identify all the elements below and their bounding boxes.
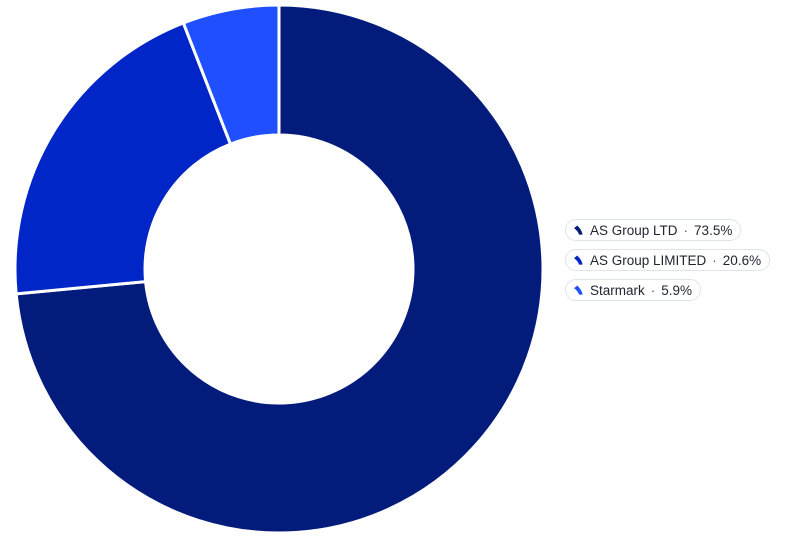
legend-separator: · [650, 282, 656, 298]
legend-label: AS Group LIMITED [590, 252, 707, 268]
pie-slice-as-group-ltd[interactable] [14, 3, 545, 535]
legend-label: Starmark [590, 282, 645, 298]
legend-swatch-icon [574, 225, 583, 235]
legend-item-starmark[interactable]: Starmark · 5.9% [565, 279, 702, 301]
legend-separator: · [683, 222, 689, 238]
legend-item-as-group-limited[interactable]: AS Group LIMITED · 20.6% [565, 249, 771, 271]
legend-value: 73.5% [694, 222, 733, 238]
chart-legend: AS Group LTD · 73.5% AS Group LIMITED · 20.6%… [565, 219, 771, 301]
pie-slice-as-group-limited[interactable] [13, 21, 232, 296]
pie-slice-starmark[interactable] [181, 3, 281, 146]
donut-chart [13, 3, 545, 535]
legend-value: 5.9% [661, 282, 693, 298]
legend-label: AS Group LTD [590, 222, 678, 238]
legend-item-as-group-ltd[interactable]: AS Group LTD · 73.5% [565, 219, 742, 241]
legend-separator: · [712, 252, 717, 268]
legend-swatch-icon [574, 285, 583, 295]
legend-swatch-icon [574, 255, 583, 265]
legend-value: 20.6% [722, 252, 762, 268]
